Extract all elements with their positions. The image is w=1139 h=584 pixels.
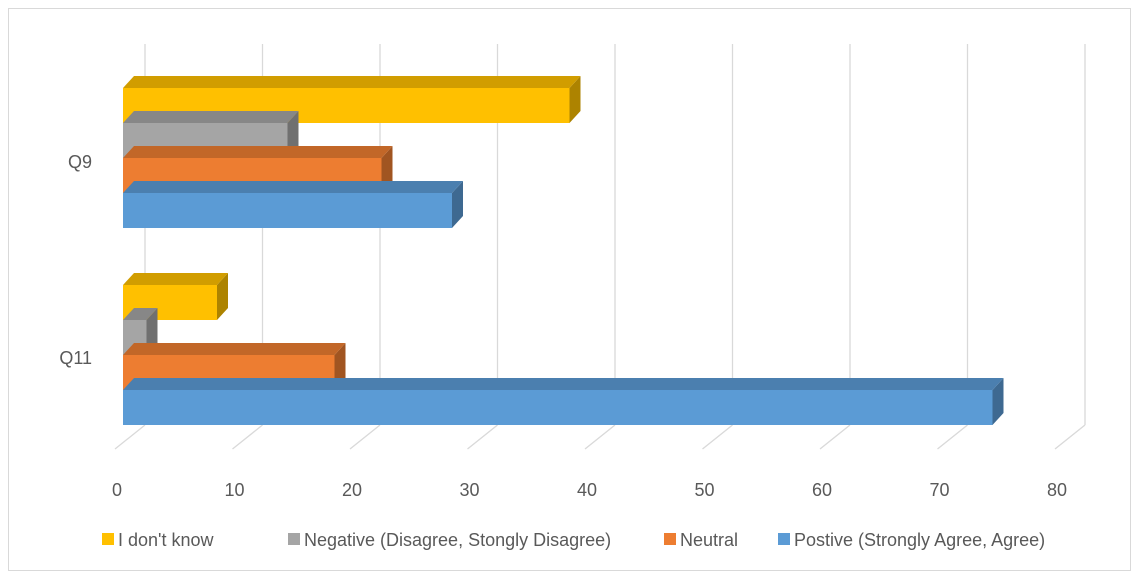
gridline-floor	[1054, 424, 1086, 450]
gridline-floor	[467, 424, 498, 450]
legend-item: I don't know	[102, 530, 214, 550]
category-label-q11: Q11	[59, 348, 92, 368]
x-axis-tick-labels: 0 10 20 30 40 50 60 70 80	[112, 480, 1067, 500]
x-tick-label: 40	[577, 480, 597, 500]
bars	[123, 76, 1004, 425]
legend: I don't know Negative (Disagree, Stongly …	[102, 530, 1045, 550]
y-axis-category-labels: Q9 Q11	[59, 152, 92, 368]
legend-label: Neutral	[680, 530, 738, 550]
legend-label: I don't know	[118, 530, 214, 550]
x-tick-label: 50	[694, 480, 714, 500]
bar-q11-series-3	[123, 378, 1004, 425]
gridline-floor	[584, 424, 616, 450]
legend-item: Neutral	[664, 530, 738, 550]
legend-label: Negative (Disagree, Stongly Disagree)	[304, 530, 611, 550]
gridline-floor	[937, 424, 968, 450]
bar-q9-series-3	[123, 181, 463, 228]
legend-item: Postive (Strongly Agree, Agree)	[778, 530, 1045, 550]
gridline-floor	[819, 424, 851, 450]
x-tick-label: 80	[1047, 480, 1067, 500]
x-tick-label: 20	[342, 480, 362, 500]
x-tick-label: 0	[112, 480, 122, 500]
gridline-floor	[349, 424, 381, 450]
legend-item: Negative (Disagree, Stongly Disagree)	[288, 530, 611, 550]
gridline-floor	[702, 424, 733, 450]
legend-swatch	[778, 533, 790, 545]
category-label-q9: Q9	[68, 152, 92, 172]
x-tick-label: 60	[812, 480, 832, 500]
legend-swatch	[664, 533, 676, 545]
x-tick-label: 70	[929, 480, 949, 500]
legend-swatch	[288, 533, 300, 545]
gridline-floor	[232, 424, 263, 450]
legend-label: Postive (Strongly Agree, Agree)	[794, 530, 1045, 550]
gridline-floor	[114, 424, 146, 450]
legend-swatch	[102, 533, 114, 545]
x-tick-label: 30	[459, 480, 479, 500]
x-tick-label: 10	[224, 480, 244, 500]
